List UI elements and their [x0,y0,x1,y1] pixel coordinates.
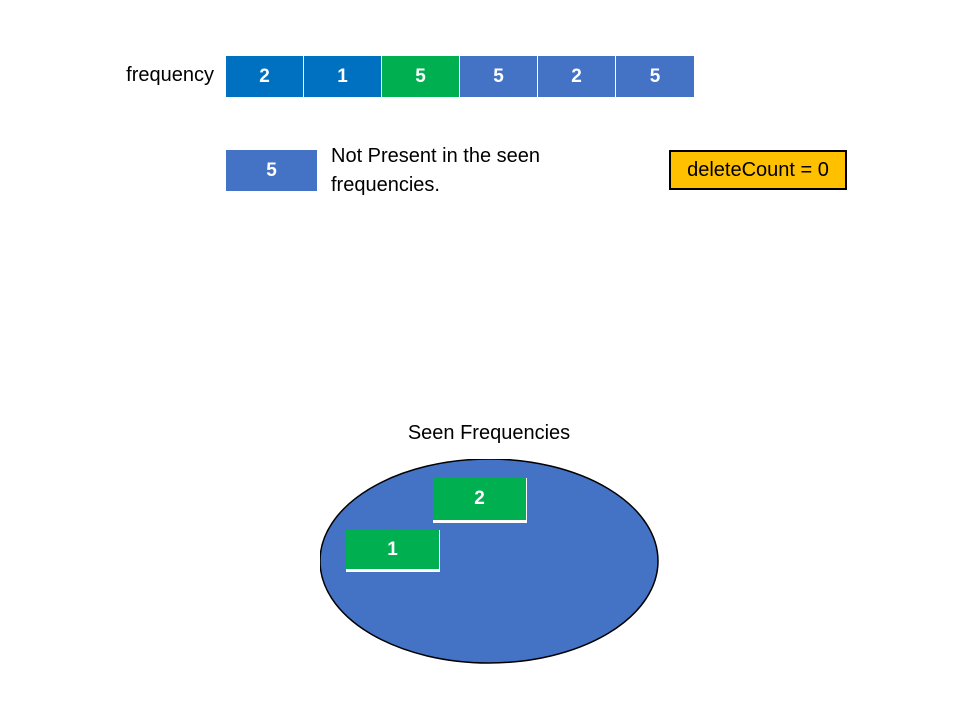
seen-frequencies-set [319,458,660,670]
frequency-cell-1: 1 [304,56,382,97]
frequency-cell-3: 5 [460,56,538,97]
frequency-cell-5: 5 [616,56,694,97]
frequency-cell-0: 2 [226,56,304,97]
frequency-cell-2: 5 [382,56,460,97]
frequency-label: frequency [126,64,214,86]
seen-item-1: 1 [346,530,440,572]
seen-frequencies-title: Seen Frequencies [407,422,571,444]
delete-count-badge: deleteCount = 0 [669,150,847,190]
frequency-array: 2 1 5 5 2 5 [226,56,694,97]
status-note: Not Present in the seen frequencies. [331,145,541,196]
seen-item-2: 2 [433,478,527,523]
seen-set-ellipse [319,458,659,664]
frequency-cell-4: 2 [538,56,616,97]
current-frequency-box: 5 [226,150,317,191]
